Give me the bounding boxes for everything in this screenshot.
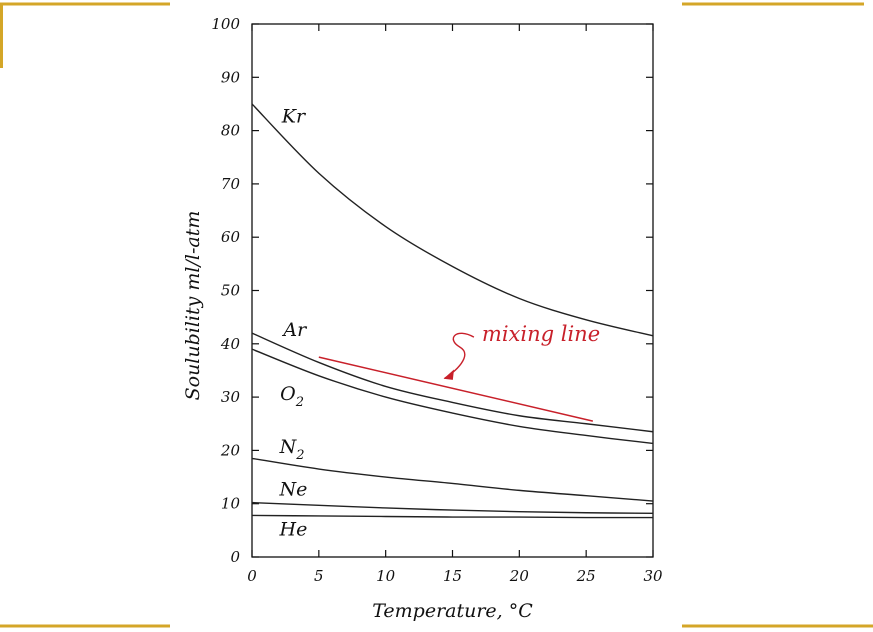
- y-tick-label: 60: [221, 228, 241, 246]
- series-line-he: [251, 514, 654, 519]
- mixing-line-pointer: [444, 332, 475, 380]
- y-tick-label: 70: [221, 175, 241, 193]
- series-line-kr: [251, 103, 654, 337]
- mixing-annotation: mixing line: [318, 322, 600, 422]
- curve-label-ar: Ar: [281, 319, 308, 341]
- mixing-line-label: mixing line: [482, 322, 600, 346]
- series-lines: [251, 103, 654, 519]
- y-tick-label: 40: [220, 335, 241, 353]
- curve-label-he: He: [279, 519, 308, 541]
- curve-labels: Kr Ar O2 N2 Ne He: [278, 106, 308, 541]
- y-tick-label: 50: [221, 282, 241, 300]
- x-tick-label: 25: [576, 567, 596, 585]
- axes-frame: [251, 23, 654, 558]
- y-tick-label: 0: [230, 548, 240, 566]
- x-tick-label: 20: [509, 567, 530, 585]
- curve-label-ne: Ne: [278, 479, 307, 501]
- series-line-n2: [251, 457, 654, 502]
- y-ticks: 0 10 20 30 40 50 60 70 80 90 100: [211, 15, 653, 566]
- x-tick-label: 30: [643, 567, 663, 585]
- arrowhead-icon: [443, 369, 454, 380]
- curve-label-n2: N2: [279, 436, 305, 463]
- curve-label-kr: Kr: [281, 106, 307, 128]
- y-axis-label: Soulubility ml/l-atm: [182, 211, 204, 401]
- x-tick-label: 0: [247, 567, 257, 585]
- y-tick-label: 20: [220, 441, 241, 459]
- series-line-ar: [251, 332, 654, 433]
- x-tick-label: 15: [443, 567, 462, 585]
- y-tick-label: 80: [221, 122, 241, 140]
- x-tick-label: 5: [314, 567, 324, 585]
- series-line-ne: [251, 501, 654, 514]
- plot-area-border: [251, 23, 654, 558]
- x-axis-label: Temperature, °C: [372, 600, 533, 622]
- mixing-line: [318, 356, 594, 422]
- y-tick-label: 10: [221, 495, 241, 513]
- y-tick-label: 100: [211, 15, 240, 33]
- x-tick-label: 10: [376, 567, 396, 585]
- curve-label-o2: O2: [280, 383, 304, 410]
- y-tick-label: 30: [221, 388, 241, 406]
- series-line-o2: [251, 348, 654, 445]
- y-tick-label: 90: [221, 68, 241, 86]
- x-ticks: 0 5 10 15 20 25 30: [247, 24, 663, 585]
